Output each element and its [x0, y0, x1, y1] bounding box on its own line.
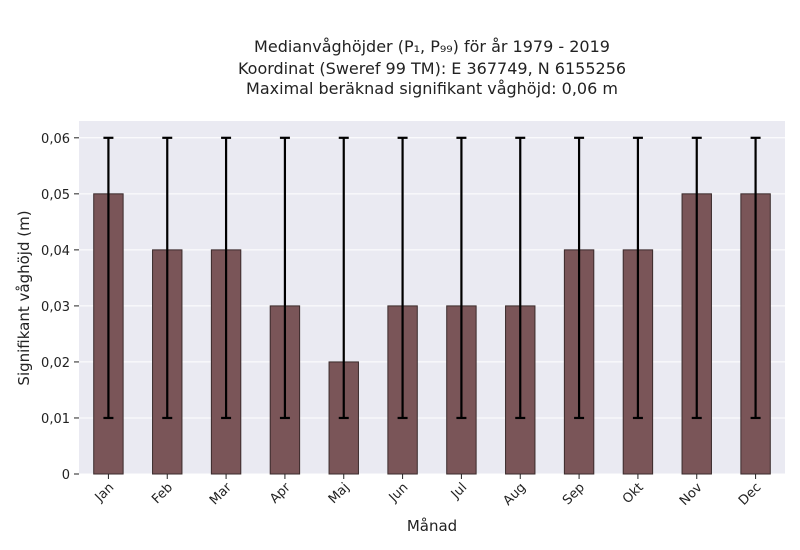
y-tick-label: 0,04: [41, 244, 70, 259]
x-tick-label: Feb: [149, 480, 176, 507]
x-tick-label: Maj: [326, 480, 353, 507]
x-tick-label: Dec: [736, 480, 764, 508]
error-bar-dec: [750, 136, 761, 420]
error-bar-maj: [338, 136, 349, 420]
error-bar-apr: [279, 136, 290, 420]
chart-title-line-3: Maximal beräknad signifikant våghöjd: 0,…: [246, 79, 618, 98]
error-bar-aug: [515, 136, 526, 420]
error-bar-jun: [397, 136, 408, 420]
x-tick-label: Apr: [267, 480, 294, 507]
error-bars: [103, 136, 761, 420]
x-tick-label: Jun: [386, 480, 412, 506]
grid-lines: [79, 137, 785, 475]
error-bar-mar: [221, 136, 232, 420]
error-bar-nov: [691, 136, 702, 420]
x-tick-label: Jul: [448, 480, 470, 502]
error-bar-jul: [456, 136, 467, 420]
error-bar-okt: [632, 136, 643, 420]
x-tick-label: Mar: [207, 480, 235, 508]
error-bar-sep: [574, 136, 585, 420]
x-tick-label: Sep: [560, 480, 588, 508]
y-tick-label: 0,02: [41, 356, 70, 371]
y-tick-label: 0,06: [41, 132, 70, 147]
x-tick-label: Aug: [501, 480, 530, 509]
y-axis-ticks: 0 0,01 0,02 0,03 0,04 0,05 0,06: [41, 132, 79, 483]
error-bar-feb: [162, 136, 173, 420]
chart-title-line-2: Koordinat (Sweref 99 TM): E 367749, N 61…: [238, 59, 626, 78]
chart-title-line-1: Medianvåghöjder (P₁, P₉₉) för år 1979 - …: [254, 37, 610, 56]
plot-area: [79, 121, 785, 474]
y-tick-label: 0: [62, 468, 70, 483]
y-tick-label: 0,05: [41, 188, 70, 203]
x-axis-ticks: Jan Feb Mar Apr Maj Jun Jul Aug Sep Okt Nov Dec: [92, 474, 764, 509]
y-tick-label: 0,01: [41, 412, 70, 427]
y-axis-label: Signifikant våghöjd (m): [15, 210, 33, 385]
x-tick-label: Nov: [677, 480, 706, 509]
x-tick-label: Okt: [620, 480, 647, 507]
x-axis-label: Månad: [407, 517, 457, 535]
y-tick-label: 0,03: [41, 300, 70, 315]
x-tick-label: Jan: [92, 480, 117, 505]
error-bar-jan: [103, 136, 114, 420]
